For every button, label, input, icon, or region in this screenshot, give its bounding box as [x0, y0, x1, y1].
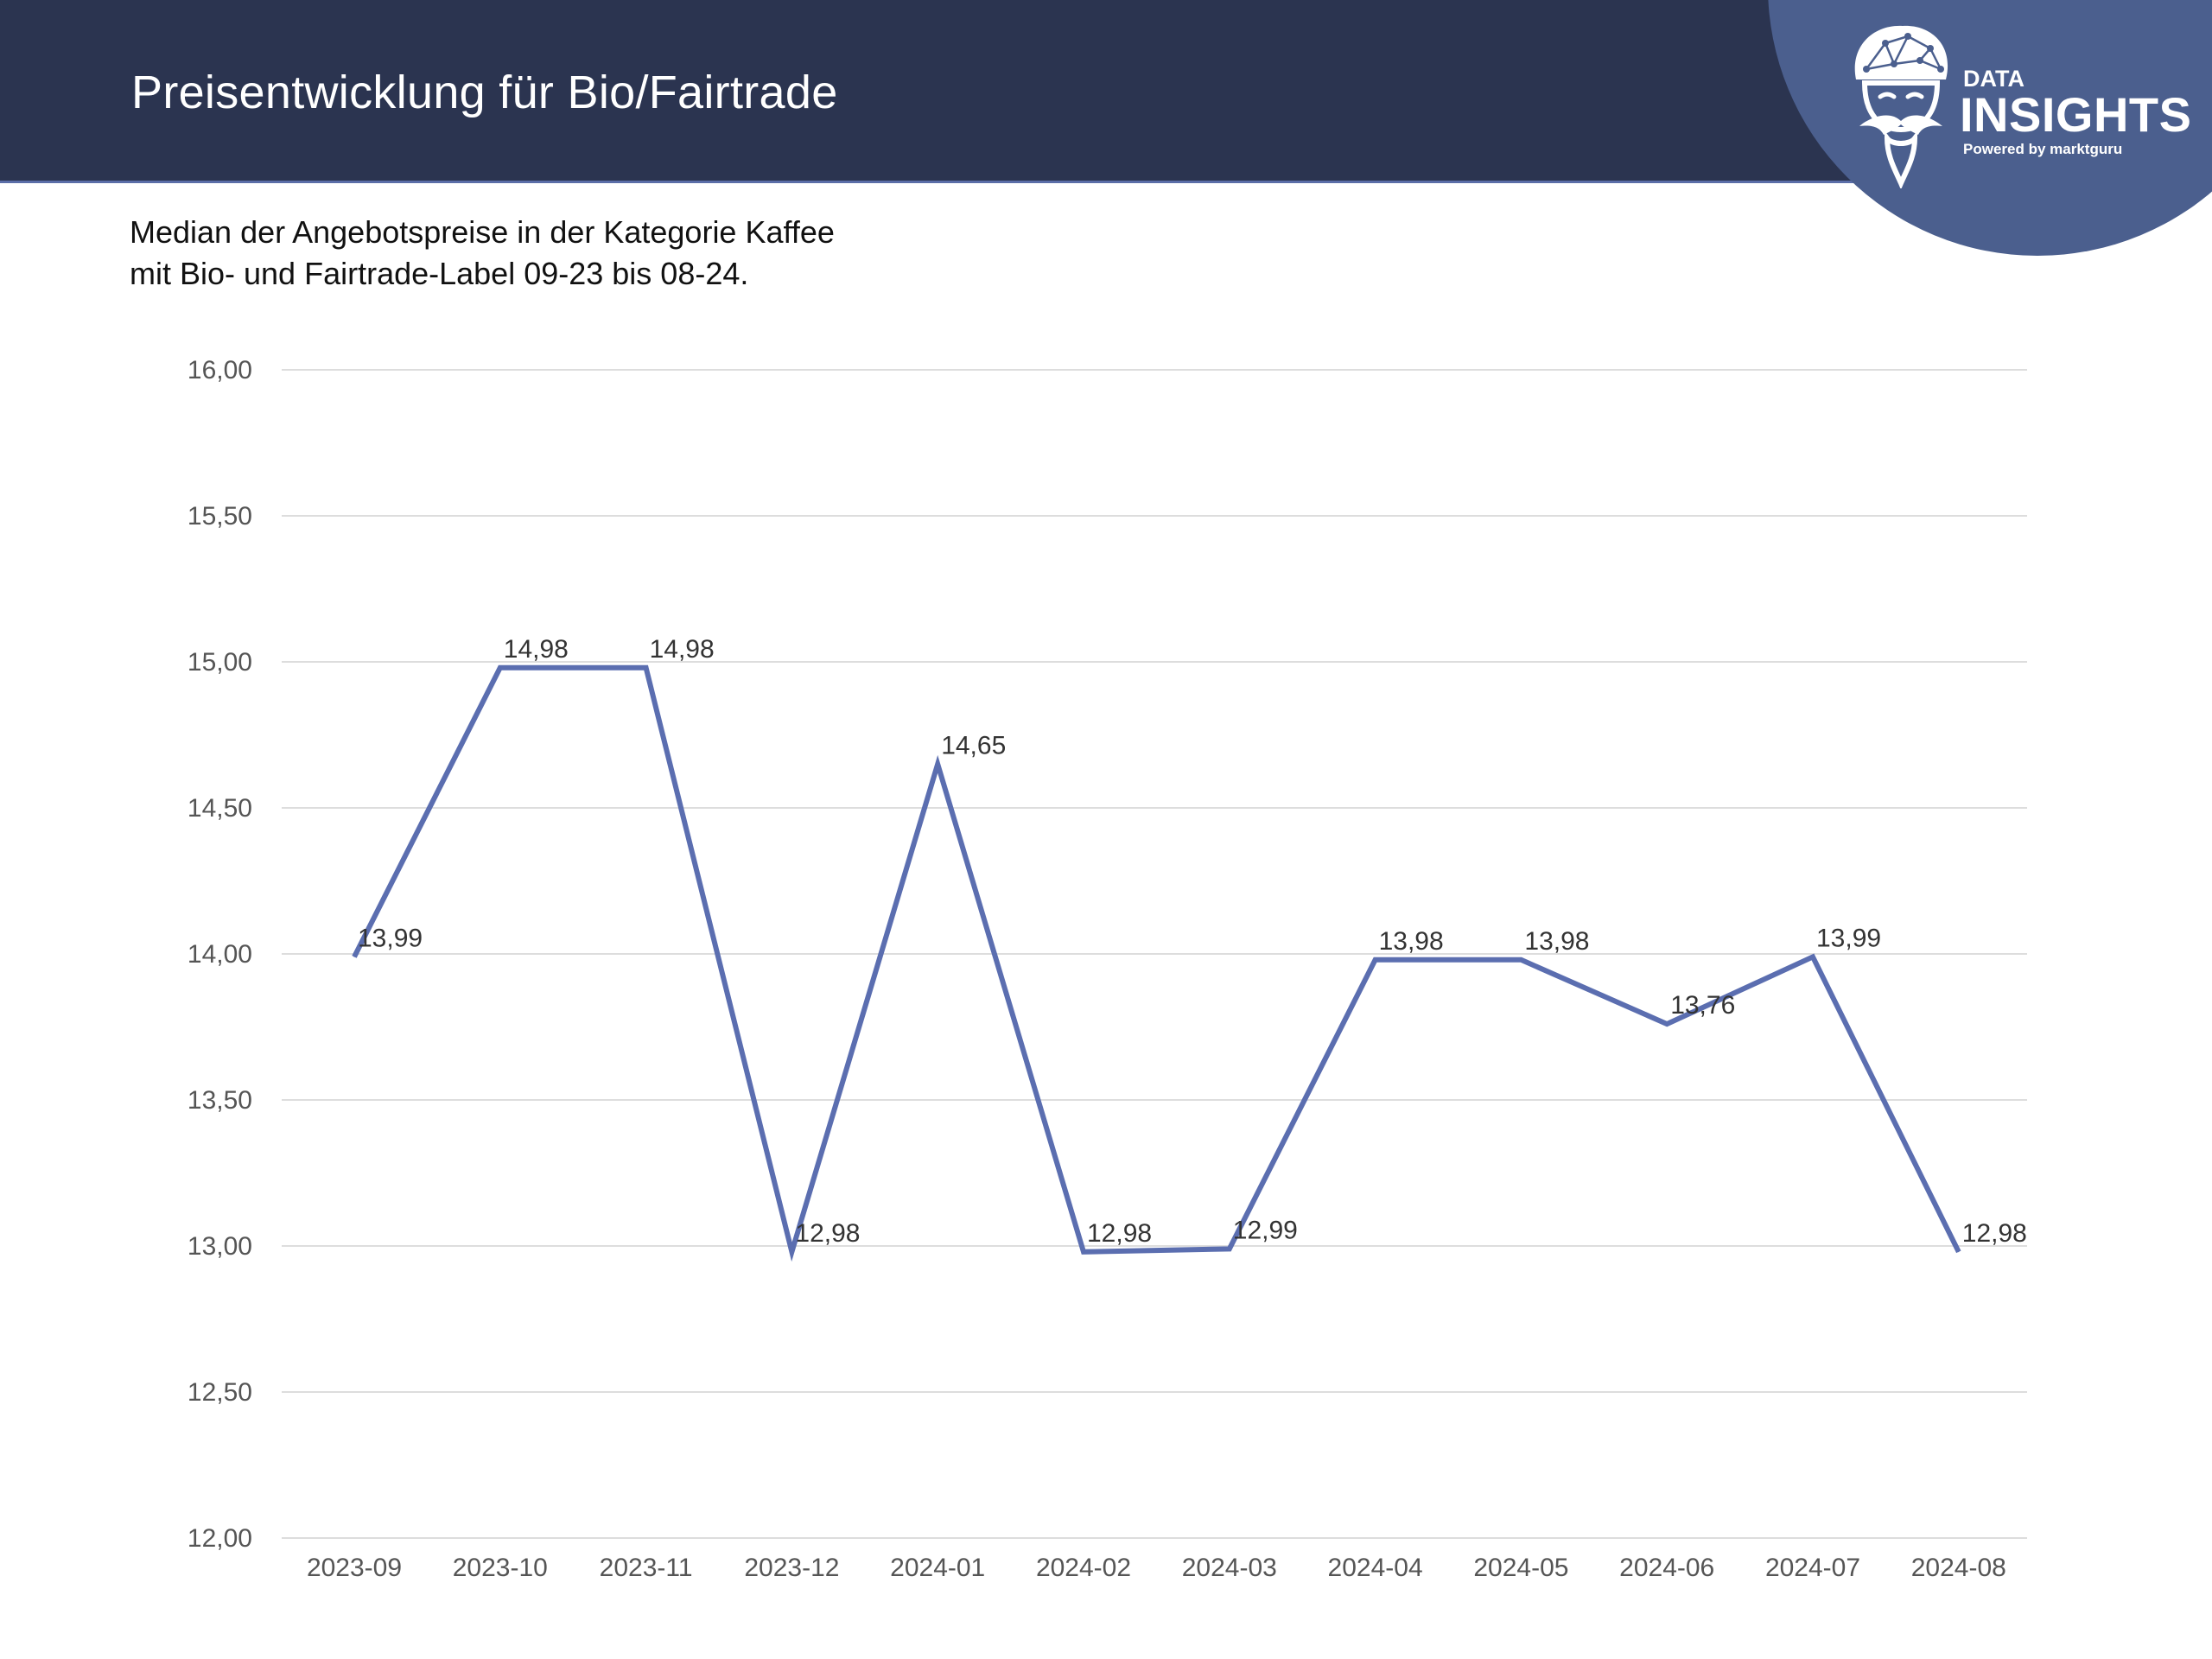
data-point [499, 667, 501, 669]
brand-name-line1: DATA [1963, 66, 2024, 92]
data-label: 13,76 [1670, 991, 1735, 1020]
y-tick-label: 14,50 [188, 794, 252, 823]
y-tick-label: 12,00 [188, 1524, 252, 1553]
x-tick-label: 2024-03 [1182, 1554, 1277, 1582]
y-tick-label: 13,50 [188, 1086, 252, 1115]
x-tick-label: 2023-09 [307, 1554, 402, 1582]
data-label: 13,98 [1524, 927, 1589, 956]
chart-subtitle: Median der Angebotspreise in der Kategor… [130, 212, 835, 295]
x-tick-label: 2024-04 [1328, 1554, 1423, 1582]
x-tick-label: 2023-11 [600, 1554, 693, 1582]
data-label: 12,98 [795, 1219, 860, 1248]
y-tick-label: 15,00 [188, 648, 252, 677]
x-tick-label: 2023-12 [744, 1554, 839, 1582]
x-tick-label: 2024-06 [1619, 1554, 1714, 1582]
y-tick-label: 14,00 [188, 940, 252, 969]
data-label: 12,98 [1087, 1219, 1152, 1248]
subtitle-line-2: mit Bio- und Fairtrade-Label 09-23 bis 0… [130, 256, 749, 291]
y-tick-label: 13,00 [188, 1232, 252, 1261]
y-tick-label: 12,50 [188, 1378, 252, 1407]
data-label: 13,99 [358, 924, 423, 952]
data-label: 12,99 [1233, 1216, 1298, 1244]
data-point [645, 667, 647, 669]
data-label: 14,98 [650, 635, 715, 664]
data-point [791, 1251, 792, 1253]
brand-tagline: Powered by marktguru [1963, 141, 2123, 157]
data-label: 12,98 [1962, 1219, 2027, 1248]
page-title: Preisentwicklung für Bio/Fairtrade [131, 67, 838, 118]
x-tick-label: 2024-07 [1765, 1554, 1860, 1582]
header-divider [0, 181, 2212, 183]
data-point [1375, 959, 1376, 961]
x-tick-label: 2024-05 [1473, 1554, 1568, 1582]
x-tick-label: 2024-01 [890, 1554, 985, 1582]
x-tick-label: 2023-10 [453, 1554, 548, 1582]
data-label: 13,98 [1379, 927, 1444, 956]
x-tick-label: 2024-08 [1911, 1554, 2006, 1582]
data-label: 14,65 [941, 731, 1006, 760]
data-label: 14,98 [504, 635, 569, 664]
series-line [352, 664, 1961, 1262]
data-point [1958, 1251, 1960, 1253]
mascot-turban-icon [1854, 25, 1948, 188]
y-tick-label: 16,00 [188, 356, 252, 385]
data-point [1666, 1023, 1668, 1025]
x-tick-label: 2024-02 [1036, 1554, 1131, 1582]
brand-name-line2: INSIGHTS [1960, 87, 2192, 142]
data-label: 13,99 [1816, 924, 1881, 952]
data-point [1520, 959, 1522, 961]
subtitle-line-1: Median der Angebotspreise in der Kategor… [130, 214, 835, 250]
y-tick-label: 15,50 [188, 502, 252, 531]
